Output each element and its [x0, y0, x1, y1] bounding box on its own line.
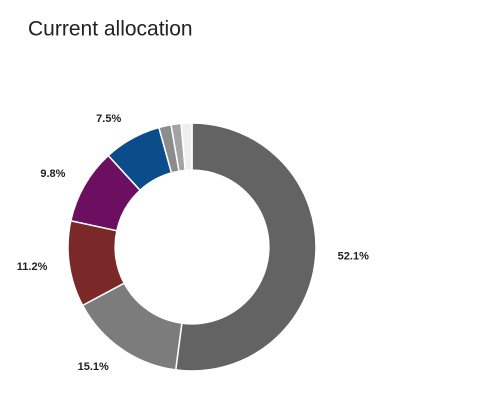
data-label: 7.5% — [96, 113, 121, 125]
data-label: 15.1% — [78, 361, 109, 373]
donut-segment — [174, 122, 317, 372]
data-label: 9.8% — [40, 168, 65, 180]
chart-title: Current allocation — [28, 18, 193, 41]
donut-segment — [180, 122, 193, 172]
data-label: 11.2% — [17, 261, 48, 273]
data-label: 52.1% — [338, 251, 369, 263]
